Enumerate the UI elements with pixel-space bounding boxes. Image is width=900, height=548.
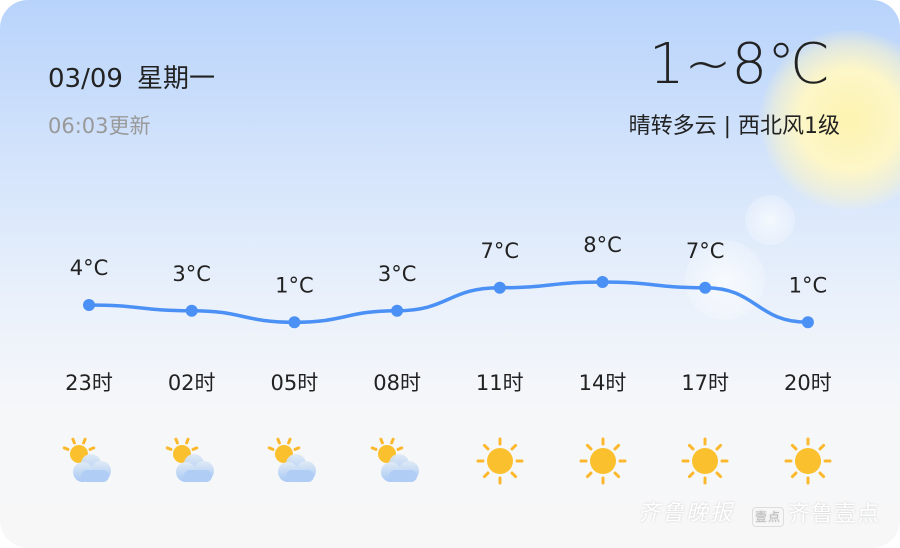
temperature-point xyxy=(596,276,609,288)
date: 03/09 星期一 xyxy=(48,58,229,95)
sunny-icon xyxy=(780,436,836,486)
hour-label: 20时 xyxy=(784,371,832,395)
temperature-line xyxy=(88,280,808,325)
temperature-range: 1~8℃ xyxy=(648,32,830,97)
hour-label: 02时 xyxy=(167,371,216,395)
hour-label: 11时 xyxy=(475,371,524,395)
watermark-brand2: 壹点 齐鲁壹点 xyxy=(752,496,880,528)
partly-cloudy-icon xyxy=(266,436,322,486)
weekday: 星期一 xyxy=(136,64,215,94)
watermark-badge: 壹点 xyxy=(752,507,785,527)
date-text: 03/09 xyxy=(48,64,123,94)
temperature-point xyxy=(391,304,404,317)
update-time: 06:03更新 xyxy=(48,114,151,138)
temperature-point xyxy=(801,316,814,329)
hour-label: 08时 xyxy=(373,371,421,395)
condition: 晴转多云 xyxy=(628,114,717,139)
sun-decoration xyxy=(760,30,900,210)
temperature-label: 3°C xyxy=(378,262,417,286)
partly-cloudy-icon xyxy=(164,436,220,486)
sunny-icon xyxy=(677,436,733,486)
temperature-label: 7°C xyxy=(686,239,725,263)
light-orb xyxy=(745,195,795,245)
temperature-label: 8°C xyxy=(583,233,622,257)
temperature-point xyxy=(185,304,198,317)
temperature-point xyxy=(83,299,95,311)
partly-cloudy-icon xyxy=(61,436,117,486)
hour-label: 17时 xyxy=(681,371,730,395)
hour-label: 05时 xyxy=(270,371,319,395)
temperature-label: 4°C xyxy=(70,256,109,280)
sunny-icon xyxy=(472,436,528,486)
temperature-point xyxy=(288,316,301,329)
wind: 西北风1级 xyxy=(738,114,840,139)
weather-description: 晴转多云 | 西北风1级 xyxy=(629,108,840,140)
watermark-brand1: 齐鲁晚报 xyxy=(638,501,735,526)
watermark-brand2-text: 齐鲁壹点 xyxy=(788,502,881,527)
partly-cloudy-icon xyxy=(369,436,425,486)
light-orb xyxy=(685,240,765,320)
sunny-icon xyxy=(575,436,631,486)
temperature-point xyxy=(699,281,712,294)
temperature-label: 3°C xyxy=(172,262,211,286)
temperature-label: 1°C xyxy=(789,273,828,297)
hour-label: 14时 xyxy=(578,371,627,395)
temperature-label: 1°C xyxy=(275,273,314,297)
hour-label: 23时 xyxy=(65,371,113,395)
separator: | xyxy=(723,114,731,139)
temperature-point xyxy=(493,281,506,294)
temperature-label: 7°C xyxy=(481,239,520,263)
